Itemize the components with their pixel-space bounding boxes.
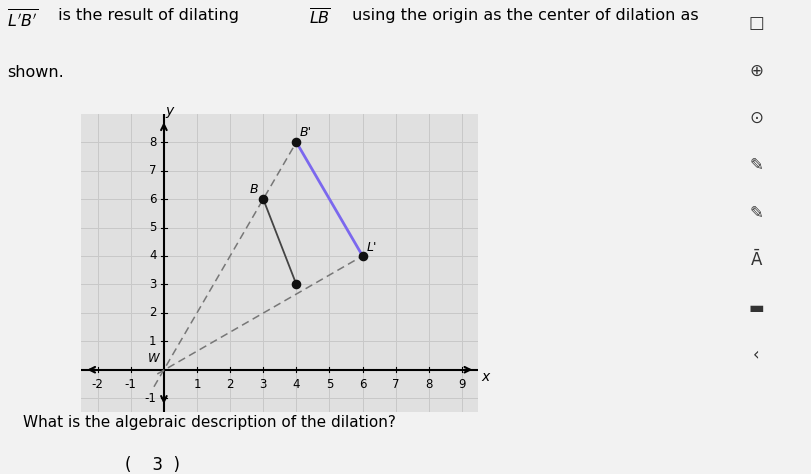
Text: 7: 7 — [149, 164, 157, 177]
Text: $\overline{L'B'}$: $\overline{L'B'}$ — [7, 9, 38, 30]
Point — [257, 195, 270, 203]
Text: 2: 2 — [149, 306, 157, 319]
Text: -2: -2 — [92, 378, 104, 391]
Text: □: □ — [749, 14, 764, 32]
Text: ✎: ✎ — [749, 156, 763, 174]
Text: Ā: Ā — [750, 251, 762, 269]
Text: 8: 8 — [425, 378, 432, 391]
Text: 9: 9 — [458, 378, 466, 391]
Text: 4: 4 — [149, 249, 157, 263]
Text: ✎: ✎ — [749, 204, 763, 222]
Text: B': B' — [300, 127, 311, 139]
Text: $\overline{LB}$: $\overline{LB}$ — [309, 9, 331, 28]
Text: 2: 2 — [226, 378, 234, 391]
Text: 4: 4 — [293, 378, 300, 391]
Text: y: y — [165, 104, 174, 118]
Text: What is the algebraic description of the dilation?: What is the algebraic description of the… — [23, 415, 396, 430]
Text: ⊕: ⊕ — [749, 62, 763, 80]
Point — [290, 138, 303, 146]
Text: 6: 6 — [358, 378, 367, 391]
Text: 5: 5 — [326, 378, 333, 391]
Text: x: x — [482, 370, 490, 384]
Text: (    3  ): ( 3 ) — [125, 456, 180, 474]
Text: 1: 1 — [149, 335, 157, 348]
Text: 1: 1 — [193, 378, 201, 391]
Text: is the result of dilating: is the result of dilating — [53, 9, 244, 23]
Text: L': L' — [367, 241, 377, 254]
Text: 3: 3 — [260, 378, 267, 391]
Text: 3: 3 — [149, 278, 157, 291]
Text: using the origin as the center of dilation as: using the origin as the center of dilati… — [347, 9, 699, 23]
Point — [356, 252, 369, 260]
Text: -1: -1 — [144, 392, 157, 405]
Text: ▬: ▬ — [749, 299, 764, 317]
Point — [290, 281, 303, 288]
Text: ⊙: ⊙ — [749, 109, 763, 127]
Text: 5: 5 — [149, 221, 157, 234]
Text: 6: 6 — [149, 192, 157, 206]
Text: W: W — [148, 353, 160, 365]
Text: B: B — [250, 182, 258, 196]
Text: ‹: ‹ — [753, 346, 760, 364]
Text: 7: 7 — [392, 378, 400, 391]
Text: shown.: shown. — [7, 64, 64, 80]
Text: -1: -1 — [125, 378, 137, 391]
Text: 8: 8 — [149, 136, 157, 149]
